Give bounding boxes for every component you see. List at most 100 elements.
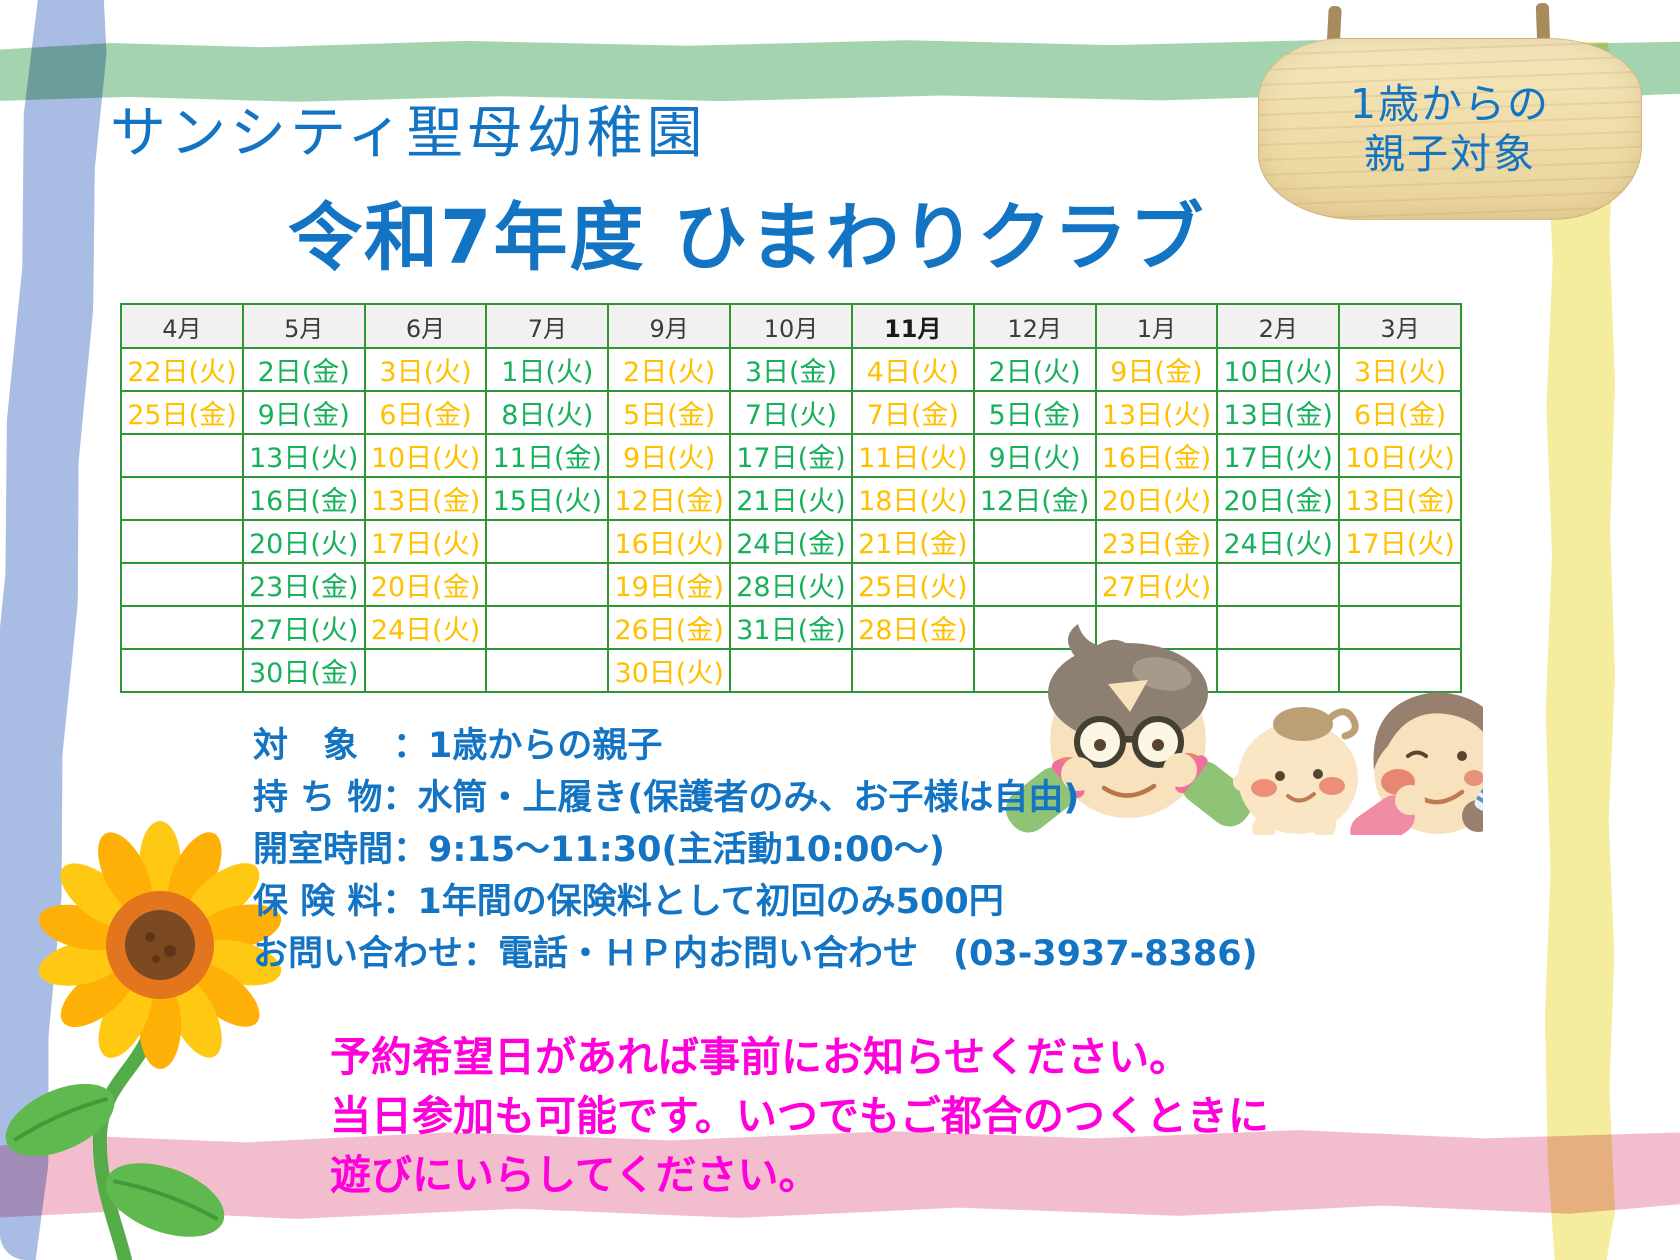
calendar-date-cell: 9日(火) bbox=[972, 433, 1097, 478]
calendar-date-cell bbox=[485, 648, 610, 693]
calendar-date-cell: 20日(金) bbox=[1216, 476, 1341, 521]
calendar-date-cell: 30日(火) bbox=[607, 648, 732, 693]
calendar-date-cell bbox=[120, 433, 244, 478]
notice-line: 当日参加も可能です。いつでもご都合のつくときに bbox=[330, 1092, 1269, 1140]
calendar-date-cell: 11日(火) bbox=[850, 433, 975, 478]
calendar-month-header: 11月 bbox=[850, 303, 975, 349]
calendar-month-header: 9月 bbox=[607, 303, 732, 349]
calendar-date-cell bbox=[485, 519, 610, 564]
info-line: 保 険 料：1年間の保険料として初回のみ500円 bbox=[253, 882, 1004, 922]
calendar-date-cell: 6日(金) bbox=[1338, 390, 1462, 435]
info-line: 開室時間：9:15～11:30(主活動10:00～) bbox=[253, 830, 945, 870]
calendar-date-cell: 24日(火) bbox=[1216, 519, 1341, 564]
calendar-date-cell bbox=[120, 476, 244, 521]
calendar-row: 22日(火) 2日(金) 3日(火) 1日(火) 2日(火) 3日(金) 4日(火) 2日(火… bbox=[120, 347, 1462, 392]
calendar-date-cell: 16日(金) bbox=[241, 476, 366, 521]
sign-text-line2: 親子対象 bbox=[1364, 130, 1536, 178]
calendar-date-cell: 2日(火) bbox=[607, 347, 732, 392]
calendar-date-cell: 19日(金) bbox=[607, 562, 732, 607]
calendar-date-cell: 2日(金) bbox=[241, 347, 366, 392]
girl-face bbox=[1350, 692, 1483, 835]
calendar-date-cell: 28日(火) bbox=[729, 562, 853, 607]
calendar-date-cell: 3日(金) bbox=[729, 347, 853, 392]
calendar-date-cell: 21日(金) bbox=[850, 519, 975, 564]
calendar-date-cell: 7日(金) bbox=[850, 390, 975, 435]
calendar-date-cell: 16日(金) bbox=[1094, 433, 1219, 478]
calendar-date-cell: 20日(火) bbox=[241, 519, 366, 564]
calendar-date-cell: 10日(火) bbox=[1216, 347, 1341, 392]
calendar-date-cell: 22日(火) bbox=[120, 347, 244, 392]
boy-with-glasses bbox=[1005, 624, 1253, 833]
calendar-date-cell: 2日(火) bbox=[972, 347, 1097, 392]
calendar-date-cell bbox=[850, 648, 975, 693]
calendar-date-cell bbox=[1216, 648, 1341, 693]
calendar-date-cell: 28日(金) bbox=[850, 605, 975, 650]
calendar-date-cell: 9日(金) bbox=[241, 390, 366, 435]
calendar-date-cell: 17日(火) bbox=[1338, 519, 1462, 564]
calendar-date-cell bbox=[485, 605, 610, 650]
children-faces-illustration bbox=[1005, 624, 1483, 835]
notice-line: 予約希望日があれば事前にお知らせください。 bbox=[330, 1033, 1191, 1081]
calendar-date-cell bbox=[120, 562, 244, 607]
yellow-tape-stripe bbox=[1545, 42, 1615, 1260]
calendar-month-header: 4月 bbox=[120, 303, 244, 349]
calendar-date-cell: 4日(火) bbox=[850, 347, 975, 392]
calendar-row: 20日(火) 17日(火) 16日(火) 24日(金) 21日(金) 23日(金) 24日(… bbox=[120, 519, 1462, 564]
calendar-date-cell: 23日(金) bbox=[241, 562, 366, 607]
calendar-date-cell: 13日(金) bbox=[1216, 390, 1341, 435]
calendar-date-cell bbox=[729, 648, 853, 693]
calendar-date-cell: 17日(火) bbox=[1216, 433, 1341, 478]
calendar-month-header: 2月 bbox=[1216, 303, 1341, 349]
calendar-date-cell: 3日(火) bbox=[363, 347, 488, 392]
club-info-block: 対 象 ：1歳からの親子持 ち 物：水筒・上履き(保護者のみ、お子様は自由) 開室… bbox=[253, 720, 1258, 980]
calendar-date-cell: 13日(金) bbox=[1338, 476, 1462, 521]
info-line: 持 ち 物：水筒・上履き(保護者のみ、お子様は自由) bbox=[253, 778, 1080, 818]
reservation-notice-block: 予約希望日があれば事前にお知らせください。当日参加も可能です。いつでもご都合のつ… bbox=[330, 1028, 1269, 1205]
calendar-date-cell: 12日(金) bbox=[607, 476, 732, 521]
calendar-date-cell: 26日(金) bbox=[607, 605, 732, 650]
calendar-date-cell: 3日(火) bbox=[1338, 347, 1462, 392]
calendar-row: 13日(火) 10日(火) 11日(金) 9日(火) 17日(金) 11日(火) 9日(火)… bbox=[120, 433, 1462, 478]
calendar-date-cell: 13日(金) bbox=[363, 476, 488, 521]
calendar-date-cell: 17日(金) bbox=[729, 433, 853, 478]
calendar-date-cell: 25日(火) bbox=[850, 562, 975, 607]
calendar-date-cell: 6日(金) bbox=[363, 390, 488, 435]
calendar-month-header: 10月 bbox=[729, 303, 853, 349]
calendar-date-cell bbox=[120, 519, 244, 564]
calendar-date-cell: 1日(火) bbox=[485, 347, 610, 392]
calendar-date-cell: 27日(火) bbox=[1094, 562, 1219, 607]
calendar-date-cell: 31日(金) bbox=[729, 605, 853, 650]
calendar-date-cell: 13日(火) bbox=[241, 433, 366, 478]
calendar-row: 27日(火) 24日(火) 26日(金) 31日(金) 28日(金) bbox=[120, 605, 1462, 650]
info-line: お問い合わせ：電話・ＨＰ内お問い合わせ (03-3937-8386) bbox=[253, 934, 1258, 974]
school-name: サンシティ聖母幼稚園 bbox=[110, 101, 707, 166]
sunflower-illustration bbox=[5, 821, 282, 1260]
calendar-date-cell: 24日(金) bbox=[729, 519, 853, 564]
page-title: 令和7年度 ひまわりクラブ bbox=[288, 195, 1206, 281]
calendar-month-header: 7月 bbox=[485, 303, 610, 349]
calendar-date-cell: 18日(火) bbox=[850, 476, 975, 521]
pink-tape-stripe bbox=[0, 1130, 1680, 1219]
calendar-date-cell bbox=[1338, 648, 1462, 693]
calendar-date-cell: 5日(金) bbox=[607, 390, 732, 435]
calendar-date-cell: 25日(金) bbox=[120, 390, 244, 435]
calendar-date-cell bbox=[1338, 605, 1462, 650]
notice-line: 遊びにいらしてください。 bbox=[330, 1151, 820, 1199]
calendar-date-cell: 15日(火) bbox=[485, 476, 610, 521]
calendar-date-cell bbox=[363, 648, 488, 693]
calendar-date-cell bbox=[972, 519, 1097, 564]
calendar-date-cell: 12日(金) bbox=[972, 476, 1097, 521]
calendar-row: 25日(金) 9日(金) 6日(金) 8日(火) 5日(金) 7日(火) 7日(金) 5日(金… bbox=[120, 390, 1462, 435]
sign-text-line1: 1歳からの bbox=[1349, 80, 1551, 128]
calendar-date-cell: 9日(火) bbox=[607, 433, 732, 478]
calendar-date-cell: 16日(火) bbox=[607, 519, 732, 564]
calendar-date-cell bbox=[1216, 562, 1341, 607]
calendar-month-header: 6月 bbox=[363, 303, 488, 349]
calendar-date-cell: 23日(金) bbox=[1094, 519, 1219, 564]
wooden-sign: 1歳からの 親子対象 bbox=[1258, 38, 1642, 220]
calendar-date-cell: 24日(火) bbox=[363, 605, 488, 650]
calendar-date-cell: 13日(火) bbox=[1094, 390, 1219, 435]
calendar-date-cell: 7日(火) bbox=[729, 390, 853, 435]
calendar-month-header: 12月 bbox=[972, 303, 1097, 349]
